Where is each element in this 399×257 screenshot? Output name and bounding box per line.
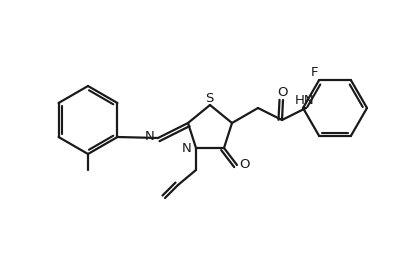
Text: O: O bbox=[240, 159, 250, 171]
Text: F: F bbox=[311, 66, 318, 79]
Text: S: S bbox=[205, 91, 213, 105]
Text: HN: HN bbox=[295, 94, 315, 106]
Text: N: N bbox=[182, 142, 192, 155]
Text: N: N bbox=[145, 131, 155, 143]
Text: O: O bbox=[278, 86, 288, 98]
